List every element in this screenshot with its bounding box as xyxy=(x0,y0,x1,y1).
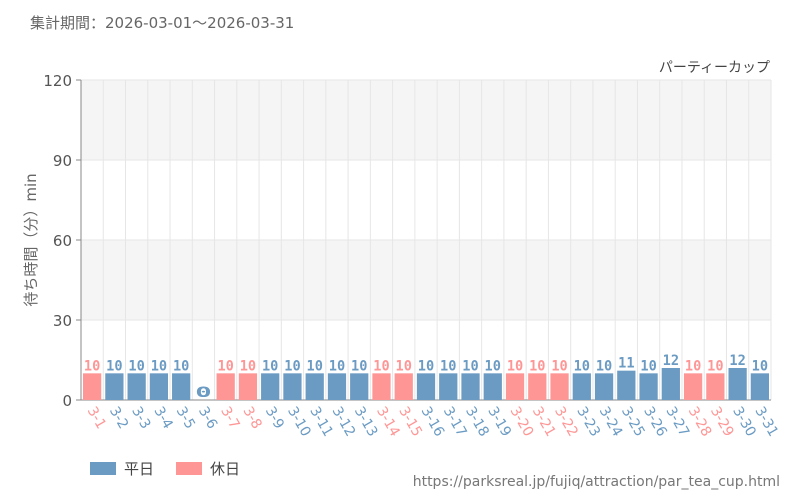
legend-item-holiday[interactable]: 休日 xyxy=(176,458,240,479)
bar-3-23[interactable] xyxy=(572,373,591,400)
data-label-3-5: 10 xyxy=(173,358,189,374)
y-tick-label: 60 xyxy=(53,232,72,250)
data-label-3-23: 10 xyxy=(574,358,590,374)
bar-3-18[interactable] xyxy=(461,373,480,400)
data-label-3-29: 10 xyxy=(707,358,723,374)
bar-3-4[interactable] xyxy=(149,373,169,400)
period-label: 集計期間：2026-03-01～2026-03-31 xyxy=(30,14,295,32)
bar-3-8[interactable] xyxy=(238,373,258,400)
plot-band xyxy=(81,80,771,160)
data-label-3-26: 10 xyxy=(640,358,656,374)
data-label-3-24: 10 xyxy=(596,358,612,374)
data-label-3-18: 10 xyxy=(462,358,478,374)
bar-3-20[interactable] xyxy=(505,373,525,400)
data-label-3-14: 10 xyxy=(373,358,389,374)
data-label-3-15: 10 xyxy=(396,358,412,374)
data-label-3-21: 10 xyxy=(529,358,545,374)
data-label-3-16: 10 xyxy=(418,358,434,374)
x-tick-label-3-1: 3-1 xyxy=(84,404,109,432)
legend-swatch-holiday xyxy=(176,462,203,475)
x-tick-label-3-6: 3-6 xyxy=(195,404,220,432)
data-label-3-11: 10 xyxy=(306,358,322,374)
bar-3-31[interactable] xyxy=(750,373,769,400)
bar-3-25[interactable] xyxy=(617,370,636,400)
data-label-3-27: 12 xyxy=(663,353,679,369)
x-tick-label-3-3: 3-3 xyxy=(128,404,153,432)
x-tick-label-3-9: 3-9 xyxy=(262,404,287,432)
x-tick-label-3-8: 3-8 xyxy=(239,404,264,432)
bar-3-27[interactable] xyxy=(661,368,680,400)
data-label-3-6: 0 xyxy=(195,385,211,401)
bar-3-21[interactable] xyxy=(528,373,547,400)
bar-3-22[interactable] xyxy=(550,373,569,400)
data-label-3-7: 10 xyxy=(217,358,233,374)
data-label-3-2: 10 xyxy=(106,358,122,374)
x-tick-label-3-7: 3-7 xyxy=(217,404,242,432)
bar-3-28[interactable] xyxy=(683,373,703,400)
legend-label-weekday: 平日 xyxy=(124,460,155,478)
legend-label-holiday: 休日 xyxy=(210,460,241,478)
data-label-3-12: 10 xyxy=(329,358,345,374)
bar-3-9[interactable] xyxy=(261,373,280,400)
bar-3-10[interactable] xyxy=(283,373,302,400)
x-tick-label-3-5: 3-5 xyxy=(173,404,198,432)
data-label-3-10: 10 xyxy=(284,358,300,374)
data-label-3-4: 10 xyxy=(151,358,167,374)
data-label-3-31: 10 xyxy=(752,358,768,374)
bar-3-7[interactable] xyxy=(216,373,235,400)
x-tick-label-3-2: 3-2 xyxy=(106,404,131,432)
bar-3-15[interactable] xyxy=(394,373,413,400)
data-label-3-8: 10 xyxy=(240,358,256,374)
source-url[interactable]: https://parksreal.jp/fujiq/attraction/pa… xyxy=(412,474,780,490)
x-tick-label-3-4: 3-4 xyxy=(150,404,175,432)
bar-3-1[interactable] xyxy=(83,373,102,400)
bar-3-13[interactable] xyxy=(350,373,369,400)
data-label-3-19: 10 xyxy=(485,358,501,374)
y-tick-label: 120 xyxy=(43,72,72,90)
bar-3-17[interactable] xyxy=(439,373,458,400)
y-tick-label: 30 xyxy=(53,312,72,330)
data-label-3-20: 10 xyxy=(507,358,523,374)
bar-3-19[interactable] xyxy=(483,373,502,400)
data-label-3-28: 10 xyxy=(685,358,701,374)
bar-3-12[interactable] xyxy=(327,373,347,400)
data-label-3-17: 10 xyxy=(440,358,456,374)
bar-3-16[interactable] xyxy=(416,373,436,400)
bar-3-26[interactable] xyxy=(639,373,658,400)
bar-3-2[interactable] xyxy=(105,373,124,400)
bar-3-14[interactable] xyxy=(372,373,391,400)
y-tick-label: 90 xyxy=(53,152,72,170)
bar-3-5[interactable] xyxy=(172,373,191,400)
bar-3-11[interactable] xyxy=(305,373,324,400)
legend-swatch-weekday xyxy=(90,462,116,475)
legend-item-weekday[interactable]: 平日 xyxy=(90,458,154,479)
y-tick-label: 0 xyxy=(62,392,72,410)
data-label-3-13: 10 xyxy=(351,358,367,374)
y-axis-label: 待ち時間（分）min xyxy=(22,173,40,306)
x-tick-label-3-31: 3-31 xyxy=(751,404,781,440)
data-label-3-30: 12 xyxy=(729,353,745,369)
data-label-3-25: 11 xyxy=(618,356,634,372)
data-label-3-3: 10 xyxy=(128,358,144,374)
bar-3-30[interactable] xyxy=(728,368,747,400)
data-label-3-9: 10 xyxy=(262,358,278,374)
bar-3-3[interactable] xyxy=(127,373,146,400)
plot-band xyxy=(81,240,771,320)
legend: 平日 休日 xyxy=(90,458,240,479)
data-label-3-1: 10 xyxy=(84,358,100,374)
chart-title: パーティーカップ xyxy=(659,60,770,76)
bar-3-24[interactable] xyxy=(594,373,614,400)
data-label-3-22: 10 xyxy=(551,358,567,374)
bar-3-29[interactable] xyxy=(706,373,725,400)
